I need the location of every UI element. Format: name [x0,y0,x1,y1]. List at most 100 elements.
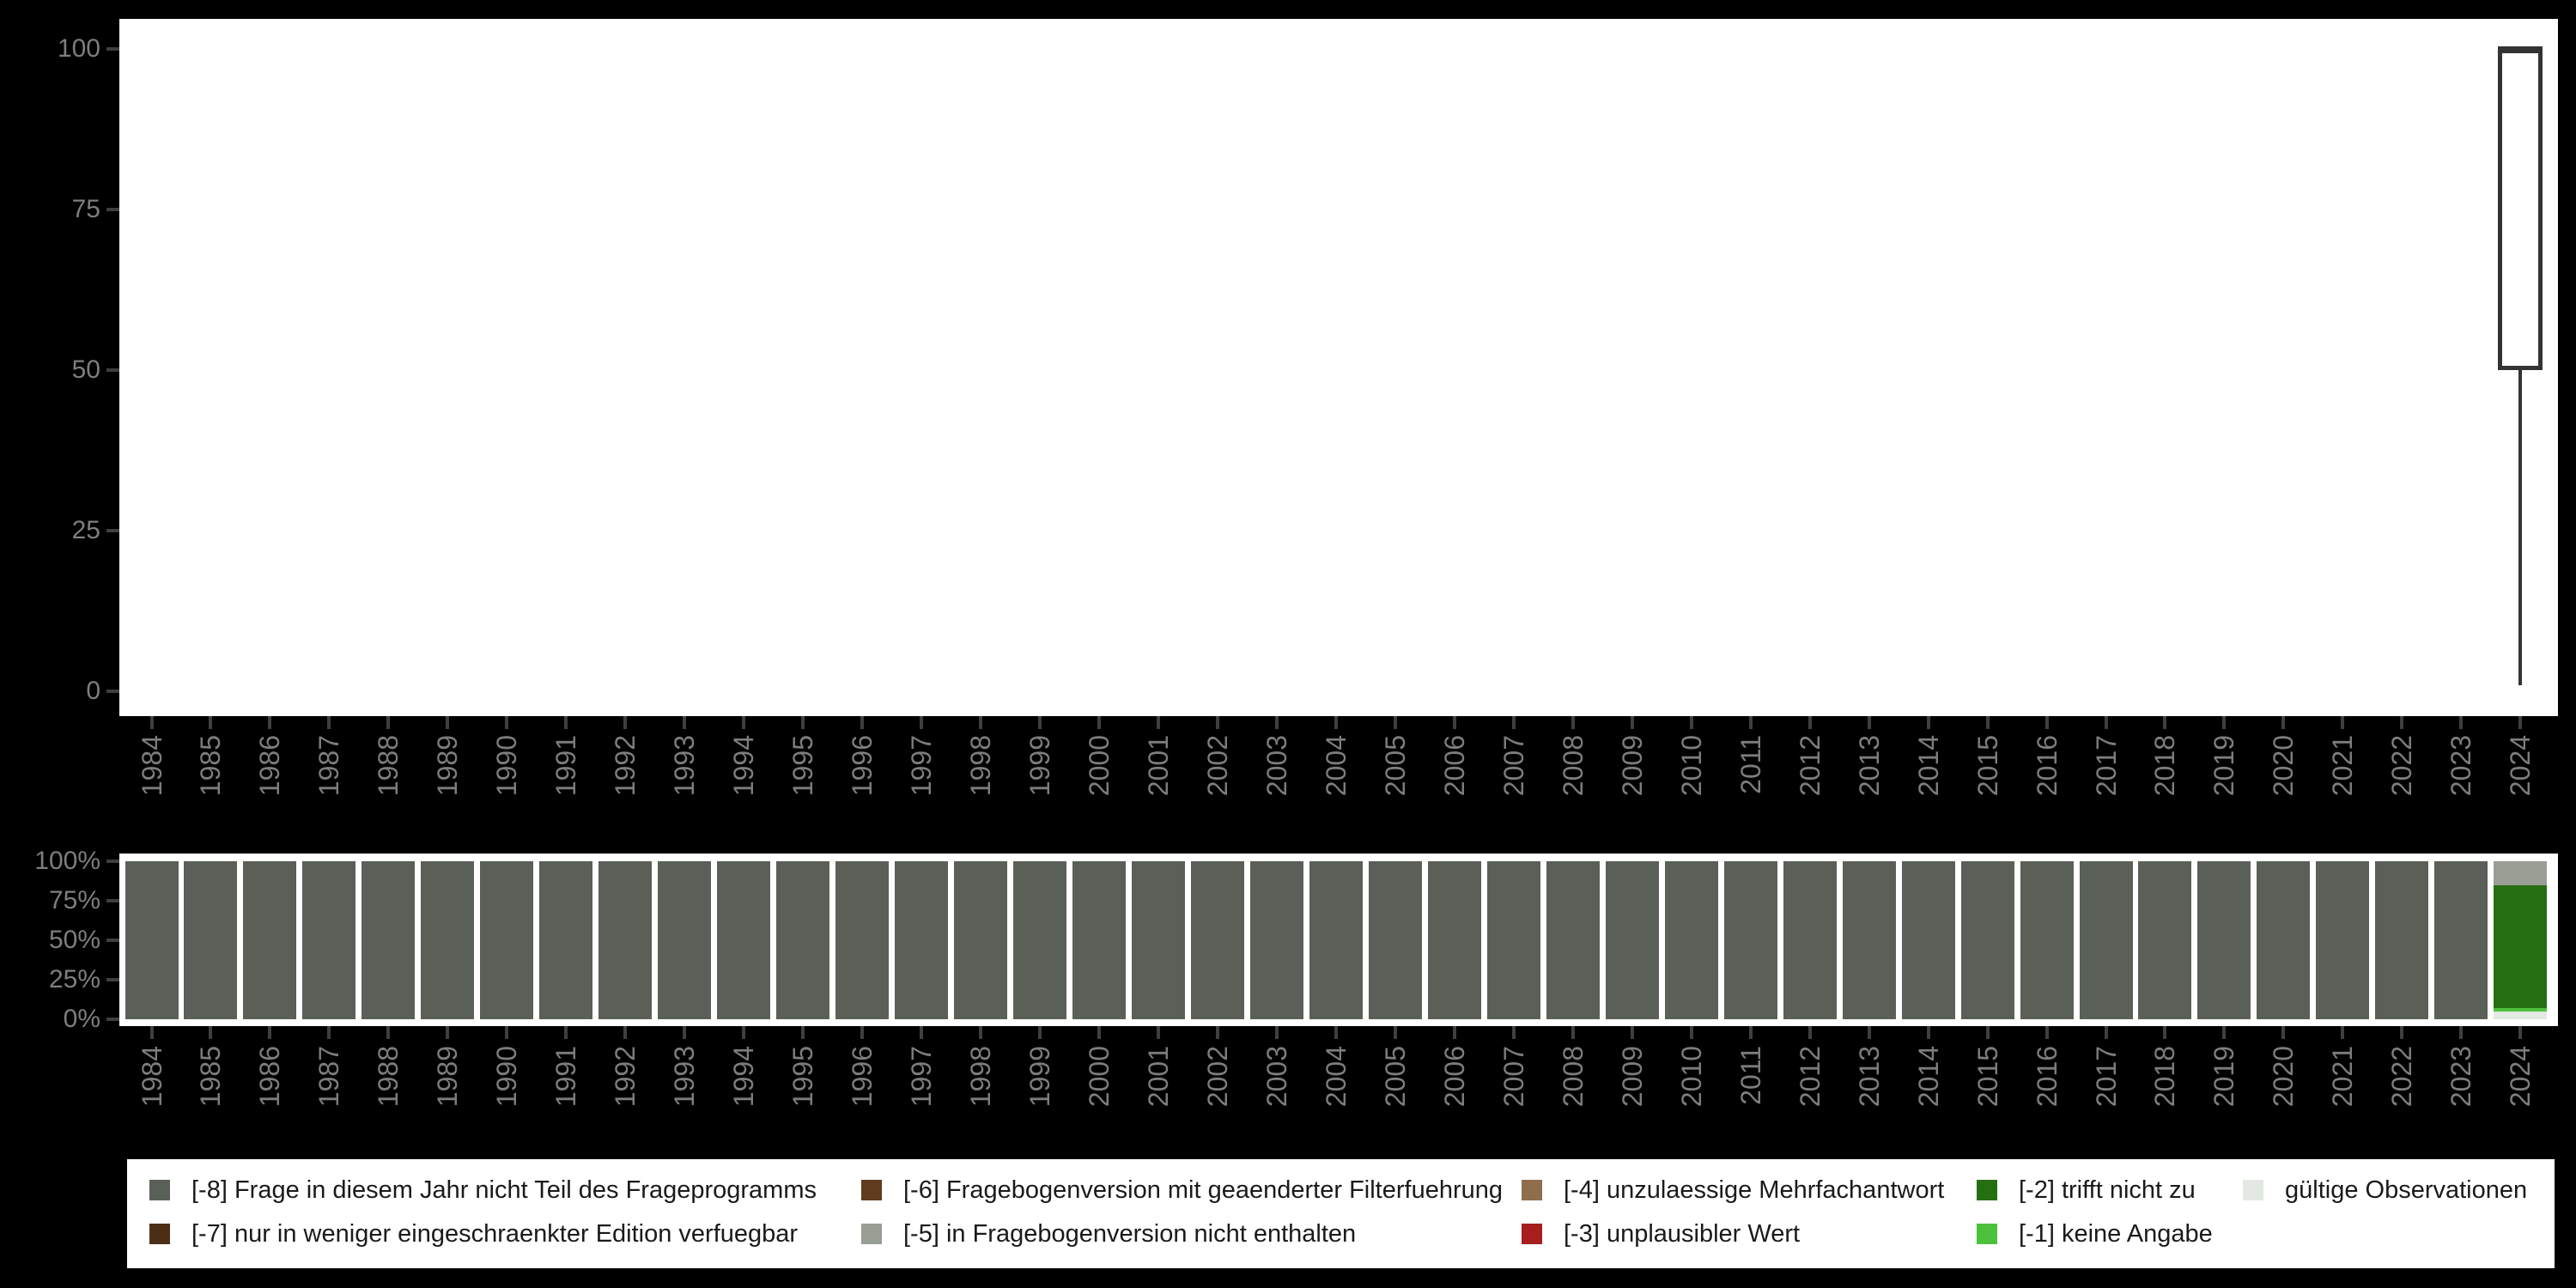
bar-x-tick [2400,1026,2404,1039]
bar-x-tick-label: 1991 [550,1046,582,1108]
boxplot-x-tick-label: 2011 [1735,735,1766,794]
boxplot-x-tick-label: 1989 [432,735,464,797]
bar-x-tick [1215,1026,1219,1039]
legend-label-m8: [-8] Frage in diesem Jahr nicht Teil des… [191,1176,817,1204]
bar-x-tick-label: 2019 [2208,1046,2240,1108]
stacked-bar-2020 [2257,861,2311,1019]
bar-x-tick [1452,1026,1456,1039]
boxplot-x-tick [1571,716,1575,729]
stacked-bar-1994 [717,861,771,1019]
bar-segment-m2 [2494,884,2548,1009]
bar-x-tick-label: 2016 [2031,1046,2063,1108]
boxplot-x-tick-label: 2022 [2386,735,2418,797]
boxplot-y-tick [106,208,119,211]
boxplot-x-tick-label: 2005 [1379,735,1411,797]
boxplot-x-tick-label: 2023 [2445,735,2477,797]
bar-segment-m8 [2257,861,2311,1019]
stacked-bar-2003 [1249,861,1303,1019]
bar-x-tick [1393,1026,1397,1039]
bar-segment-m8 [1249,861,1303,1019]
bar-x-tick [1274,1026,1279,1039]
boxplot-x-tick [268,716,272,729]
bar-x-tick [683,1026,687,1039]
stacked-bar-2018 [2138,861,2192,1019]
boxplot-x-tick-label: 2002 [1201,735,1233,797]
boxplot-x-tick [2459,716,2464,729]
bar-segment-m8 [2197,861,2251,1019]
bar-x-tick [327,1026,331,1039]
bar-x-tick-label: 2002 [1201,1046,1233,1108]
bar-segment-m8 [1842,861,1896,1019]
boxplot-x-tick [1393,716,1397,729]
bar-y-tick [106,899,119,902]
boxplot-x-tick [1274,716,1279,729]
bar-x-tick [1156,1026,1160,1039]
boxplot-y-tick [106,368,119,372]
bar-segment-m8 [1427,861,1481,1019]
boxplot-x-tick-label: 2019 [2208,735,2240,797]
boxplot-x-tick [1985,716,1990,729]
bar-x-tick [1748,1026,1753,1039]
bar-x-tick [564,1026,568,1039]
boxplot-x-tick-label: 2012 [1794,735,1826,797]
bar-x-tick-label: 2005 [1379,1046,1411,1108]
boxplot-x-tick [920,716,924,729]
stacked-bar-2023 [2434,861,2488,1019]
boxplot-x-tick-label: 2003 [1261,735,1292,797]
bar-x-tick [268,1026,272,1039]
stacked-bar-1987 [302,861,356,1019]
boxplot-x-tick-label: 1993 [669,735,701,797]
boxplot-x-tick [1689,716,1693,729]
bar-segment-m1 [2494,1008,2548,1012]
boxplot-y-tick-label: 100 [57,34,100,63]
bar-x-tick [1807,1026,1812,1039]
bar-y-tick-label: 0% [63,1005,100,1033]
boxplot-box [2498,49,2543,370]
bar-y-tick-label: 25% [48,965,100,993]
bar-x-tick-label: 2021 [2327,1046,2359,1108]
bar-x-tick-label: 1995 [787,1046,819,1108]
bar-x-tick [742,1026,746,1039]
bar-segment-m8 [717,861,771,1019]
bar-x-tick [1038,1026,1042,1039]
boxplot-x-tick [1156,716,1160,729]
bar-segment-m8 [539,861,593,1019]
boxplot-x-tick [327,716,331,729]
bar-segment-m8 [421,861,475,1019]
boxplot-x-tick-label: 2004 [1320,735,1352,797]
stacked-bar-2019 [2197,861,2251,1019]
boxplot-x-tick-label: 2020 [2268,735,2300,797]
bar-segment-m8 [1723,861,1777,1019]
boxplot-x-tick-label: 1992 [610,735,641,797]
boxplot-y-tick [106,47,119,51]
bar-segment-m8 [2020,861,2074,1019]
bar-x-tick [1867,1026,1871,1039]
boxplot-x-tick [2281,716,2286,729]
bar-segment-m8 [1013,861,1067,1019]
legend-key-m8 [149,1180,170,1200]
boxplot-x-tick-label: 2008 [1557,735,1589,797]
bar-segment-m8 [1960,861,2014,1019]
legend-key-valid [2243,1180,2263,1200]
bar-x-tick-label: 2017 [2090,1046,2122,1108]
bar-x-tick [505,1026,509,1039]
stacked-bar-2011 [1723,861,1777,1019]
stacked-bar-2006 [1427,861,1481,1019]
bar-x-tick-label: 2014 [1912,1046,1944,1108]
boxplot-x-tick-label: 1996 [847,735,878,797]
legend-label-m1: [-1] keine Angabe [2019,1220,2213,1248]
boxplot-x-tick-label: 1994 [728,735,760,797]
legend-box [127,1159,2555,1268]
bar-y-tick [106,1018,119,1021]
bar-segment-m8 [2375,861,2429,1019]
boxplot-x-tick-label: 2017 [2090,735,2122,797]
bar-x-tick-label: 2012 [1794,1046,1826,1108]
stacked-bar-2008 [1546,861,1600,1019]
bar-x-tick-label: 2001 [1142,1046,1174,1108]
bar-x-tick-label: 2018 [2149,1046,2181,1108]
legend-key-m2 [1977,1180,1997,1200]
bar-x-tick [1689,1026,1693,1039]
bar-x-tick [920,1026,924,1039]
bar-segment-m8 [1309,861,1363,1019]
legend-key-m7 [149,1224,170,1244]
